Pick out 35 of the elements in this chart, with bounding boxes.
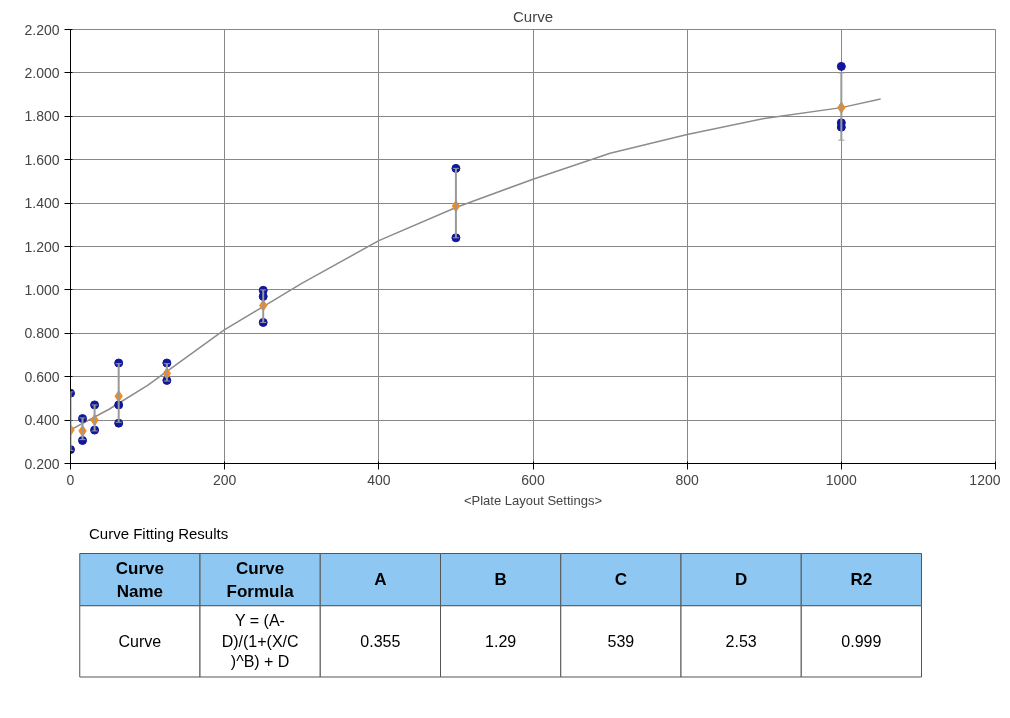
- x-tick-label: 600: [521, 471, 545, 488]
- y-tick-label: 1.400: [24, 195, 60, 212]
- text: Curve Formula: [226, 558, 295, 601]
- x-tick-label: 200: [212, 471, 237, 488]
- text: Y = (A- D)/(1+(X/C )^B) + D: [221, 612, 299, 671]
- text: 0.355: [360, 633, 401, 651]
- y-tick-label: 1.000: [24, 281, 60, 298]
- text: B: [494, 570, 507, 590]
- text: D: [734, 570, 748, 590]
- y-tick-label: 0.600: [24, 368, 60, 385]
- text: 0.999: [841, 633, 882, 651]
- text: Curve: [118, 632, 162, 650]
- text: 1.29: [485, 633, 517, 651]
- y-tick-label: 1.200: [24, 238, 60, 255]
- chart-title: Curve: [512, 7, 554, 25]
- y-tick-label: 0.400: [24, 412, 60, 429]
- y-tick-label: 1.600: [24, 151, 60, 168]
- y-tick-label: 0.800: [24, 325, 60, 342]
- x-tick-label: 400: [367, 471, 391, 488]
- text: C: [614, 570, 628, 590]
- y-tick-label: 2.200: [24, 21, 60, 38]
- x-tick-label: 1200: [969, 471, 1001, 488]
- x-tick-label: 800: [675, 471, 700, 488]
- text: Curve Fitting Results: [89, 525, 229, 542]
- text: 2.53: [725, 633, 757, 651]
- text: 539: [607, 633, 635, 651]
- text: R2: [850, 570, 873, 590]
- x-tick-label: 0: [66, 471, 75, 488]
- x-axis-title: <Plate Layout Settings>: [463, 492, 603, 508]
- text: Curve Name: [115, 558, 164, 601]
- y-tick-label: 1.800: [24, 108, 60, 125]
- text: A: [374, 570, 387, 590]
- y-tick-label: 0.200: [24, 455, 60, 472]
- x-tick-label: 1000: [825, 471, 858, 488]
- y-tick-label: 2.000: [24, 64, 60, 81]
